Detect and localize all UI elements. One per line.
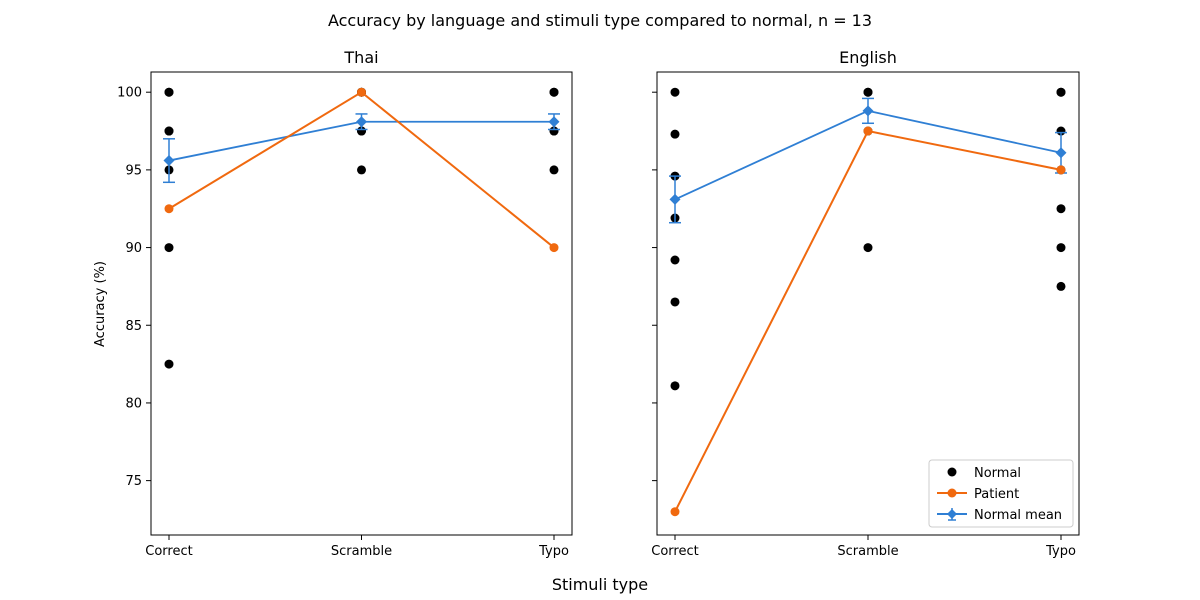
patient-point [164,204,174,214]
plot-frame [150,71,573,536]
normal-mean-point [356,116,367,128]
legend-normal-mean-label: Normal mean [974,508,1062,523]
panel-english: English Correct Scramble Typo [651,48,1080,559]
normal-point [164,359,174,369]
normal-point [670,129,680,139]
legend-patient-label: Patient [974,487,1019,502]
panel-title: Thai [343,48,378,67]
normal-point [1056,204,1066,214]
legend-normal-mean-marker [947,509,957,519]
patient-point [863,126,873,136]
x-tick-label: Typo [538,544,569,559]
normal-mean-point [1055,147,1067,159]
x-tick-label: Correct [651,544,698,559]
x-tick-label: Scramble [837,544,898,559]
patient-point [670,507,680,517]
y-tick-label: 100 [117,86,142,101]
y-tick-label: 85 [125,319,142,334]
normal-mean-point [163,155,175,167]
y-tick-label: 80 [125,396,142,411]
panel-thai: Thai 75 80 85 90 95 100 Correct Scramble Typo [117,48,573,559]
normal-point [164,87,174,97]
y-tick-label: 95 [125,163,142,178]
x-tick-label: Correct [145,544,192,559]
figure-title: Accuracy by language and stimuli type co… [328,11,872,30]
legend-item-normal: Normal [947,466,1021,481]
legend-item-normal-mean: Normal mean [937,508,1062,523]
legend: Normal Patient Normal mean [928,459,1074,528]
normal-point [1056,243,1066,253]
normal-point [670,255,680,265]
normal-point [670,87,680,97]
legend-normal-label: Normal [974,466,1021,481]
x-tick-label: Scramble [331,544,392,559]
legend-frame [928,459,1074,528]
legend-patient-marker [947,488,957,498]
y-tick-label: 75 [125,474,142,489]
normal-point [670,381,680,391]
patient-point [1056,165,1066,175]
legend-item-patient: Patient [937,487,1019,502]
patient-point [549,243,559,253]
normal-point [863,87,873,97]
normal-point [1056,281,1066,291]
x-axis-label: Stimuli type [552,575,648,594]
normal-mean-point [548,116,560,128]
plot-frame [656,71,1080,536]
x-tick-label: Typo [1045,544,1076,559]
normal-point [164,243,174,253]
panel-title: English [839,48,897,67]
y-tick-label: 90 [125,241,142,256]
normal-point [549,87,559,97]
normal-mean-point [669,193,681,205]
legend-normal-marker [947,467,957,477]
normal-point [164,126,174,136]
patient-point [357,87,366,97]
y-axis-label: Accuracy (%) [93,261,108,347]
normal-mean-point [862,105,874,117]
normal-point [357,165,366,175]
normal-point [549,165,559,175]
normal-point [670,297,680,307]
normal-point [1056,87,1066,97]
normal-point [863,243,873,253]
